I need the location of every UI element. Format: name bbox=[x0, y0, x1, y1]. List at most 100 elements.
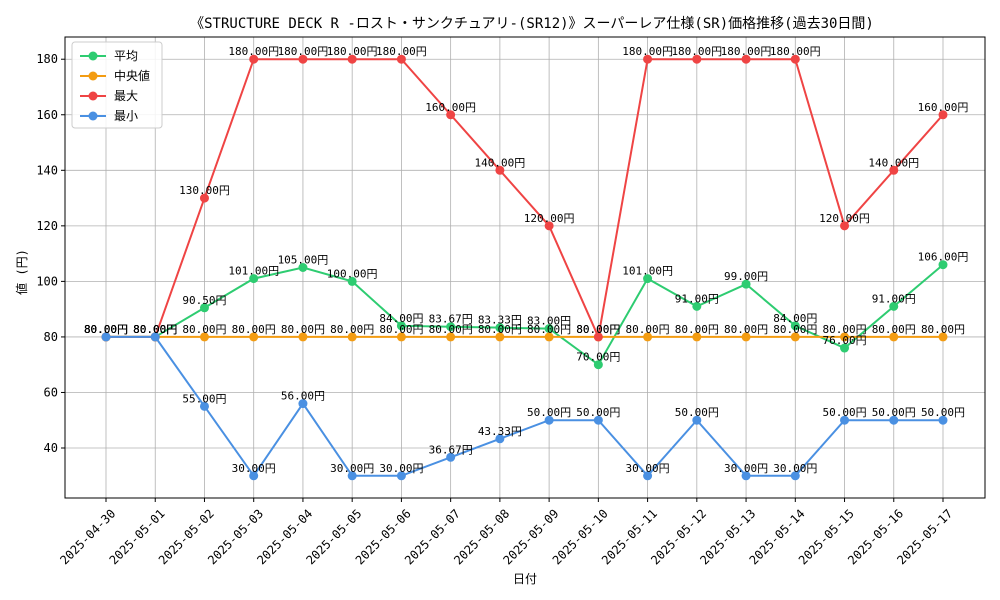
data-label: 30.00円 bbox=[330, 462, 374, 475]
data-label: 180.00円 bbox=[376, 45, 427, 58]
data-point bbox=[298, 399, 308, 409]
data-point bbox=[544, 332, 554, 342]
data-label: 80.00円 bbox=[84, 323, 128, 336]
series-0 bbox=[101, 260, 948, 370]
legend-swatch-marker bbox=[88, 111, 98, 121]
data-point bbox=[298, 332, 308, 342]
data-point bbox=[889, 332, 899, 342]
y-axis-title: 値 (円) bbox=[14, 249, 29, 295]
data-point bbox=[396, 471, 406, 481]
data-label: 80.00円 bbox=[626, 323, 670, 336]
data-label: 101.00円 bbox=[228, 265, 279, 278]
data-point bbox=[741, 471, 751, 481]
data-label: 80.00円 bbox=[576, 323, 620, 336]
data-point bbox=[544, 415, 554, 425]
data-point bbox=[544, 324, 554, 334]
data-point bbox=[840, 221, 850, 231]
data-label: 80.00円 bbox=[232, 323, 276, 336]
data-point bbox=[249, 54, 259, 64]
data-point bbox=[790, 471, 800, 481]
data-label: 80.00円 bbox=[281, 323, 325, 336]
data-point bbox=[938, 260, 948, 270]
data-label: 50.00円 bbox=[921, 406, 965, 419]
data-point bbox=[495, 332, 505, 342]
data-label: 80.00円 bbox=[429, 323, 473, 336]
data-label: 180.00円 bbox=[770, 45, 821, 58]
data-label: 80.00円 bbox=[182, 323, 226, 336]
data-point bbox=[347, 332, 357, 342]
series-1 bbox=[101, 332, 948, 342]
data-point bbox=[544, 221, 554, 231]
data-label: 80.00円 bbox=[773, 323, 817, 336]
data-point bbox=[790, 321, 800, 331]
data-label: 80.00円 bbox=[84, 323, 128, 336]
data-label: 105.00円 bbox=[278, 254, 329, 267]
data-label: 30.00円 bbox=[626, 462, 670, 475]
data-point bbox=[938, 332, 948, 342]
data-label: 180.00円 bbox=[327, 45, 378, 58]
data-label: 30.00円 bbox=[232, 462, 276, 475]
data-point bbox=[347, 54, 357, 64]
data-point bbox=[741, 332, 751, 342]
data-label: 80.00円 bbox=[724, 323, 768, 336]
data-label: 80.00円 bbox=[84, 323, 128, 336]
data-point bbox=[938, 110, 948, 120]
legend-item: 最大 bbox=[80, 89, 138, 103]
data-point bbox=[249, 332, 259, 342]
data-label: 43.33円 bbox=[478, 425, 522, 438]
legend-label: 中央値 bbox=[114, 68, 150, 83]
data-label: 101.00円 bbox=[622, 265, 673, 278]
series-line bbox=[106, 335, 943, 478]
data-point bbox=[593, 360, 603, 370]
labels-layer: 80.00円 80.00円90.50円101.00円105.00円100.00円8… bbox=[84, 45, 968, 475]
data-label: 120.00円 bbox=[819, 212, 870, 225]
data-label: 30.00円 bbox=[724, 462, 768, 475]
data-label: 84.00円 bbox=[773, 312, 817, 325]
data-point bbox=[643, 332, 653, 342]
data-point bbox=[101, 332, 111, 342]
data-point bbox=[938, 415, 948, 425]
chart-title: 《STRUCTURE DECK R -ロスト・サンクチュアリ-(SR12)》スー… bbox=[190, 16, 874, 32]
data-label: 80.00円 bbox=[478, 323, 522, 336]
data-label: 91.00円 bbox=[675, 292, 719, 305]
data-label: 80.00円 bbox=[379, 323, 423, 336]
data-label: 80.00円 bbox=[872, 323, 916, 336]
data-point bbox=[199, 332, 209, 342]
data-point bbox=[593, 415, 603, 425]
data-label: 80.00円 bbox=[675, 323, 719, 336]
data-label: 80.00円 bbox=[133, 323, 177, 336]
data-label: 160.00円 bbox=[918, 101, 969, 114]
data-label: 90.50円 bbox=[182, 294, 226, 307]
data-label: 100.00円 bbox=[327, 267, 378, 280]
data-label: 80.00円 bbox=[822, 323, 866, 336]
data-point bbox=[790, 332, 800, 342]
y-tick-label: 100 bbox=[36, 274, 58, 288]
legend-swatch-marker bbox=[88, 51, 98, 61]
data-point bbox=[643, 471, 653, 481]
series-line bbox=[106, 263, 944, 367]
legend-label: 最大 bbox=[114, 89, 138, 103]
data-point bbox=[199, 401, 209, 411]
data-label: 36.67円 bbox=[429, 443, 473, 456]
data-point bbox=[446, 322, 456, 332]
legend-swatch-marker bbox=[88, 71, 98, 81]
data-point bbox=[790, 54, 800, 64]
data-point bbox=[889, 301, 899, 311]
data-point bbox=[692, 415, 702, 425]
data-label: 50.00円 bbox=[675, 406, 719, 419]
data-point bbox=[692, 301, 702, 311]
legend-item: 平均 bbox=[80, 49, 138, 63]
legend-box bbox=[71, 41, 163, 129]
x-axis-title: 日付 bbox=[513, 572, 537, 586]
y-tick-label: 160 bbox=[36, 108, 58, 122]
y-tick-label: 140 bbox=[36, 163, 58, 177]
data-point bbox=[889, 415, 899, 425]
data-point bbox=[347, 471, 357, 481]
data-point bbox=[741, 54, 751, 64]
data-label: 140.00円 bbox=[475, 156, 526, 169]
y-tick-label: 60 bbox=[44, 385, 58, 399]
data-point bbox=[741, 279, 751, 289]
y-tick-label: 120 bbox=[36, 219, 58, 233]
data-point bbox=[889, 165, 899, 175]
data-label: 91.00円 bbox=[872, 292, 916, 305]
